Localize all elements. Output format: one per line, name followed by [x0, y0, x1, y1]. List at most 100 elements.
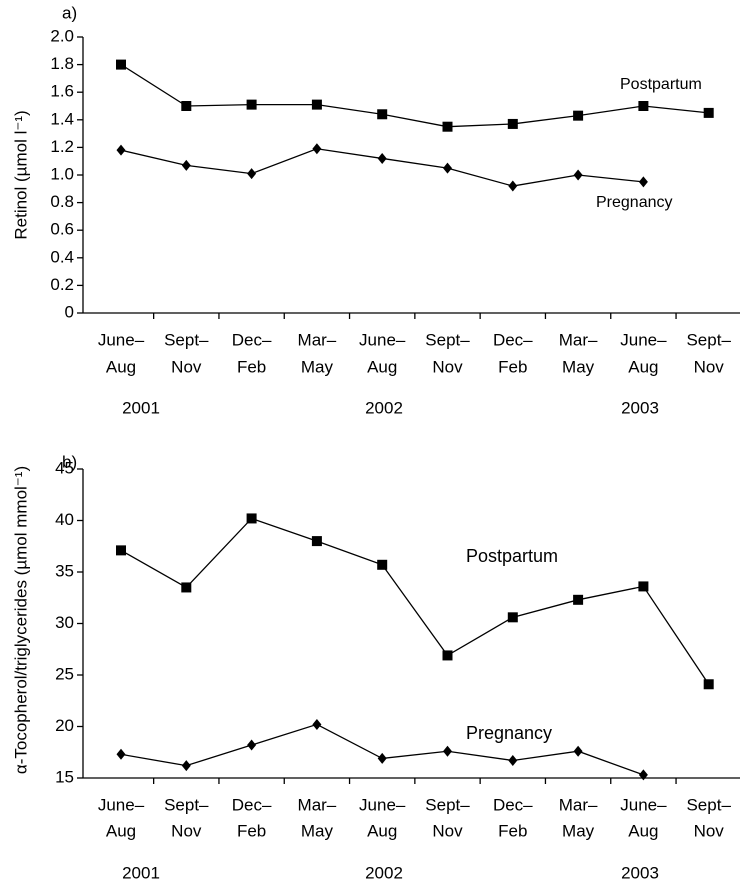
- y-axis-label: α-Tocopherol/triglycerides (µmol mmol⁻¹): [11, 466, 30, 774]
- x-tick-label: June–: [98, 795, 145, 814]
- marker-square: [181, 582, 192, 593]
- x-tick-label: June–: [620, 795, 667, 814]
- marker-diamond: [573, 745, 583, 757]
- y-tick-label: 2.0: [50, 26, 74, 45]
- y-tick-label: 20: [55, 716, 74, 735]
- y-tick-label: 15: [55, 767, 74, 786]
- y-tick-label: 30: [55, 613, 74, 632]
- panel-label: b): [62, 452, 77, 471]
- series-label: Pregnancy: [466, 723, 552, 743]
- marker-diamond: [312, 143, 322, 155]
- series-label: Postpartum: [620, 76, 702, 93]
- x-tick-label: Sept–: [164, 330, 209, 349]
- marker-square: [311, 536, 322, 547]
- y-tick-label: 45: [55, 458, 74, 477]
- x-tick-label: Nov: [694, 357, 725, 376]
- marker-square: [116, 59, 126, 70]
- marker-diamond: [377, 752, 387, 764]
- marker-square: [311, 99, 322, 110]
- y-tick-label: 0.4: [50, 247, 74, 266]
- x-tick-label: May: [301, 821, 334, 840]
- marker-diamond: [181, 159, 191, 171]
- marker-square: [246, 99, 257, 110]
- x-tick-label: Dec–: [493, 795, 533, 814]
- y-tick-label: 40: [55, 510, 74, 529]
- marker-square: [246, 513, 257, 524]
- x-tick-label: Feb: [498, 357, 527, 376]
- marker-square: [703, 679, 714, 690]
- x-tick-label: Sept–: [686, 330, 731, 349]
- x-tick-label: Dec–: [232, 795, 272, 814]
- marker-square: [442, 121, 453, 132]
- marker-diamond: [181, 760, 191, 772]
- x-tick-label: Sept–: [686, 795, 731, 814]
- x-tick-label: Nov: [694, 821, 725, 840]
- marker-square: [573, 110, 584, 121]
- x-tick-label: June–: [359, 330, 406, 349]
- marker-square: [181, 101, 192, 111]
- x-tick-label: Aug: [367, 357, 397, 376]
- x-tick-label: May: [562, 357, 595, 376]
- marker-diamond: [638, 176, 648, 188]
- marker-diamond: [377, 152, 387, 164]
- y-tick-label: 0.6: [50, 220, 74, 239]
- x-tick-label: Dec–: [493, 330, 533, 349]
- marker-square: [377, 109, 388, 120]
- marker-square: [507, 118, 518, 129]
- year-label: 2003: [621, 398, 659, 417]
- x-tick-label: June–: [98, 330, 145, 349]
- series-label: Pregnancy: [596, 194, 673, 211]
- x-tick-label: June–: [359, 795, 406, 814]
- x-tick-label: May: [562, 821, 595, 840]
- x-tick-label: Aug: [367, 821, 397, 840]
- x-tick-label: Mar–: [298, 330, 337, 349]
- series-line: [120, 517, 710, 685]
- y-tick-label: 1.4: [50, 109, 74, 128]
- x-tick-label: Nov: [432, 821, 463, 840]
- panel-label: a): [62, 3, 77, 22]
- x-tick-label: Mar–: [559, 330, 598, 349]
- x-tick-label: Dec–: [232, 330, 272, 349]
- y-tick-label: 1.2: [50, 137, 74, 156]
- marker-diamond: [508, 180, 518, 192]
- x-tick-label: Sept–: [164, 795, 209, 814]
- y-tick-label: 0: [65, 302, 74, 321]
- y-tick-label: 0.2: [50, 275, 74, 294]
- year-label: 2002: [365, 863, 403, 882]
- marker-square: [507, 612, 518, 623]
- x-tick-label: Mar–: [559, 795, 598, 814]
- y-tick-label: 0.8: [50, 192, 74, 211]
- marker-square: [573, 594, 584, 605]
- marker-diamond: [443, 162, 452, 174]
- x-tick-label: Feb: [237, 821, 266, 840]
- marker-diamond: [247, 739, 257, 751]
- y-tick-label: 1.8: [50, 54, 74, 73]
- x-tick-label: Aug: [628, 821, 658, 840]
- marker-diamond: [508, 754, 518, 766]
- marker-diamond: [443, 745, 452, 757]
- marker-square: [638, 101, 649, 111]
- marker-diamond: [247, 168, 257, 180]
- y-tick-label: 25: [55, 664, 74, 683]
- year-label: 2002: [365, 398, 403, 417]
- x-tick-label: Sept–: [425, 330, 470, 349]
- marker-diamond: [312, 718, 322, 730]
- x-tick-label: May: [301, 357, 334, 376]
- series-line: [120, 64, 709, 128]
- marker-square: [442, 650, 453, 661]
- year-label: 2001: [122, 398, 160, 417]
- marker-diamond: [573, 169, 583, 181]
- marker-diamond: [638, 769, 648, 781]
- year-label: 2003: [621, 863, 659, 882]
- y-axis-label: Retinol (µmol l⁻¹): [11, 110, 30, 239]
- x-tick-label: Nov: [171, 821, 202, 840]
- x-tick-label: Feb: [237, 357, 266, 376]
- x-tick-label: Aug: [106, 821, 136, 840]
- series-line: [120, 723, 644, 776]
- year-label: 2001: [122, 863, 160, 882]
- marker-diamond: [116, 748, 126, 760]
- y-tick-label: 1.6: [50, 82, 74, 101]
- series-label: Postpartum: [466, 546, 558, 566]
- x-tick-label: Sept–: [425, 795, 470, 814]
